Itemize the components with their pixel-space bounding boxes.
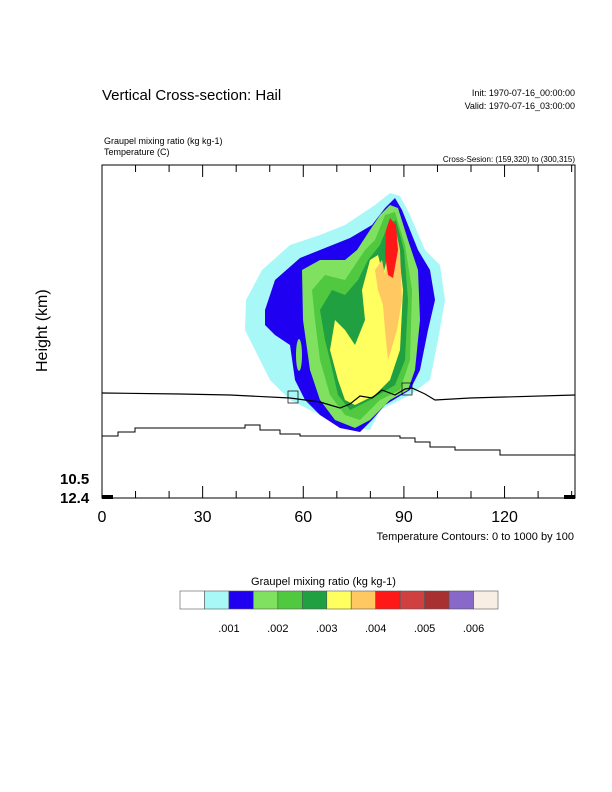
contour-label-box [401,382,413,396]
x-tick-label: 30 [193,509,212,526]
colorbar-title: Graupel mixing ratio (kg kg-1) [251,576,396,588]
graupel-contours [245,193,445,432]
colorbar-box [375,590,401,610]
x-tick-label: 90 [395,509,413,526]
colorbar-box [253,590,279,610]
colorbar-box [179,590,205,610]
colorbar-label: .002 [267,623,289,635]
contour-label-box [287,390,299,404]
x-tick-label: 60 [294,509,313,526]
terrain-step-line [102,424,575,456]
colorbar-label: .001 [218,623,240,635]
field-label-temperature: Temperature (C) [104,147,170,157]
colorbar-box [277,590,303,610]
chart-title: Vertical Cross-section: Hail [102,87,282,104]
contour-fill-red [385,218,398,278]
contour-info: Temperature Contours: 0 to 1000 by 100 [376,531,574,543]
colorbar-label: .003 [316,623,338,635]
cross-section-label: Cross-Sesion: (159,320) to (300,315) [442,155,575,164]
colorbar-box [228,590,254,610]
x-tick-label: 120 [491,509,518,526]
init-time: Init: 1970-07-16_00:00:00 [471,88,575,98]
y-tick-label: 12.4 [60,490,90,507]
temperature-contour-line [101,387,576,409]
colorbar-box [350,590,376,610]
colorbar-box [424,590,450,610]
terrain-block-right [564,495,575,499]
colorbar-box [473,590,499,610]
y-tick-label: 10.5 [60,471,90,488]
terrain-block-left [102,495,113,499]
colorbar-box [326,590,352,610]
x-tick-label: 0 [97,509,107,526]
contour-fill-lightgreen-small [296,339,302,371]
field-label-graupel: Graupel mixing ratio (kg kg-1) [104,136,223,146]
colorbar-box [204,590,230,610]
colorbar-label: .005 [413,623,436,635]
colorbar-box [302,590,328,610]
colorbar-label: .006 [462,623,485,635]
colorbar-box [399,590,425,610]
colorbar-box [448,590,474,610]
plot-frame [101,164,576,499]
colorbar-label: .004 [364,623,387,635]
valid-time: Valid: 1970-07-16_03:00:00 [464,101,575,111]
